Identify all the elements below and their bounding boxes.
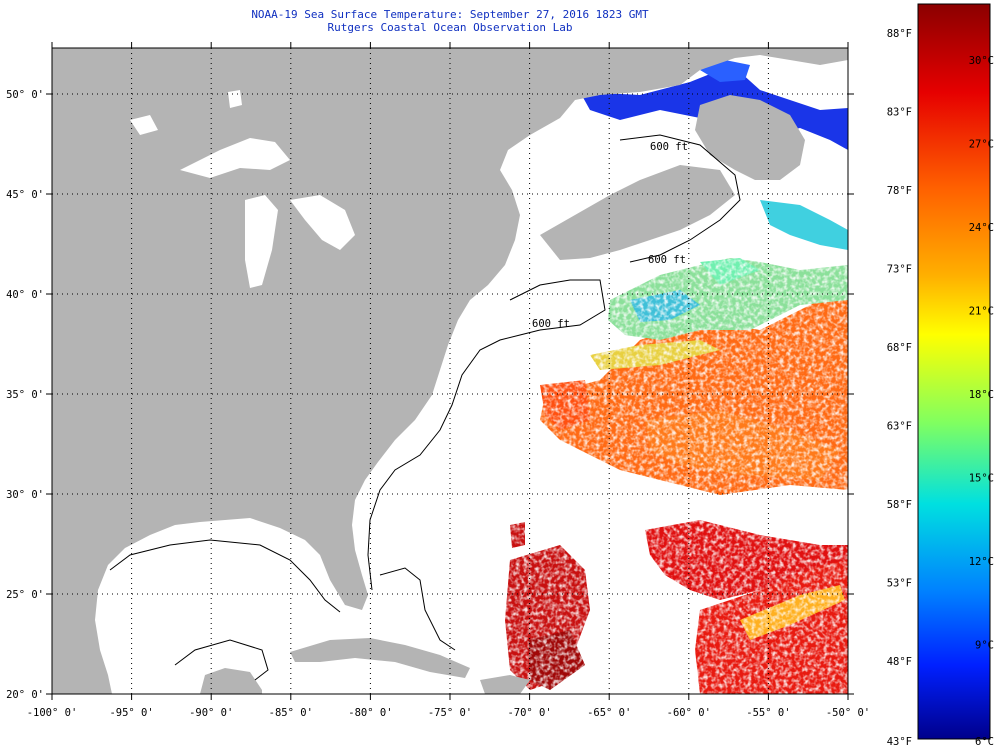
fahrenheit-label: 68°F [887,342,912,354]
lon-tick-label: -100° 0' [27,707,78,719]
map-content [52,48,848,694]
lon-tick-label: -80° 0' [348,707,392,719]
celsius-label: 27°C [969,139,994,151]
fahrenheit-label: 73°F [887,264,912,276]
axis-ticks [46,42,854,700]
land-yucatan [200,668,262,694]
great-lakes [130,90,355,288]
celsius-label: 24°C [969,222,994,234]
lat-tick-label: 35° 0' [6,389,44,401]
lon-tick-label: -70° 0' [507,707,551,719]
lon-tick-label: -60° 0' [667,707,711,719]
contour-label: 600 ft [532,318,570,330]
celsius-label: 18°C [969,389,994,401]
lon-tick-label: -55° 0' [746,707,790,719]
land-cuba [290,638,470,678]
celsius-label: 9°C [975,640,994,652]
land-hispaniola [480,675,530,694]
lat-tick-label: 30° 0' [6,489,44,501]
color-scale-bar [917,3,991,740]
fahrenheit-label: 88°F [887,28,912,40]
celsius-label: 12°C [969,556,994,568]
lat-tick-label: 25° 0' [6,589,44,601]
lat-tick-label: 20° 0' [6,689,44,701]
fahrenheit-label: 43°F [887,736,912,748]
land-maritimes [540,165,735,260]
map-title: NOAA-19 Sea Surface Temperature: Septemb… [0,8,900,34]
land-newfoundland [695,95,805,180]
fahrenheit-labels: 88°F 83°F 78°F 73°F 68°F 63°F 58°F 53°F 48°F 43°F [887,28,912,748]
latitude-labels: 20° 0' 25° 0' 30° 0' 35° 0' 40° 0' 45° 0' 50° … [6,89,44,701]
lat-tick-label: 50° 0' [6,89,44,101]
lon-tick-label: -90° 0' [189,707,233,719]
celsius-label: 15°C [969,473,994,485]
contour-lines [109,134,741,681]
lat-tick-label: 45° 0' [6,189,44,201]
cloud-speckle [500,250,848,694]
longitude-labels: -100° 0' -95° 0' -90° 0' -85° 0' -80° 0' -75°… [27,707,870,719]
fahrenheit-label: 63°F [887,421,912,433]
fahrenheit-label: 83°F [887,107,912,119]
lon-tick-label: -50° 0' [826,707,870,719]
contour-label: 600 ft [650,141,688,153]
fahrenheit-label: 53°F [887,578,912,590]
lon-tick-label: -75° 0' [428,707,472,719]
title-line-2: Rutgers Coastal Ocean Observation Lab [327,21,573,34]
title-line-1: NOAA-19 Sea Surface Temperature: Septemb… [251,8,649,21]
lon-tick-label: -85° 0' [269,707,313,719]
fahrenheit-label: 78°F [887,185,912,197]
celsius-label: 30°C [969,55,994,67]
celsius-labels: 30°C 27°C 24°C 21°C 18°C 15°C 12°C 9°C 6°C [969,55,994,748]
celsius-label: 21°C [969,306,994,318]
celsius-label: 6°C [975,736,994,748]
lon-tick-label: -65° 0' [587,707,631,719]
fahrenheit-label: 58°F [887,499,912,511]
contour-label: 600 ft [648,254,686,266]
fahrenheit-label: 48°F [887,656,912,668]
lon-tick-label: -95° 0' [109,707,153,719]
lat-tick-label: 40° 0' [6,289,44,301]
